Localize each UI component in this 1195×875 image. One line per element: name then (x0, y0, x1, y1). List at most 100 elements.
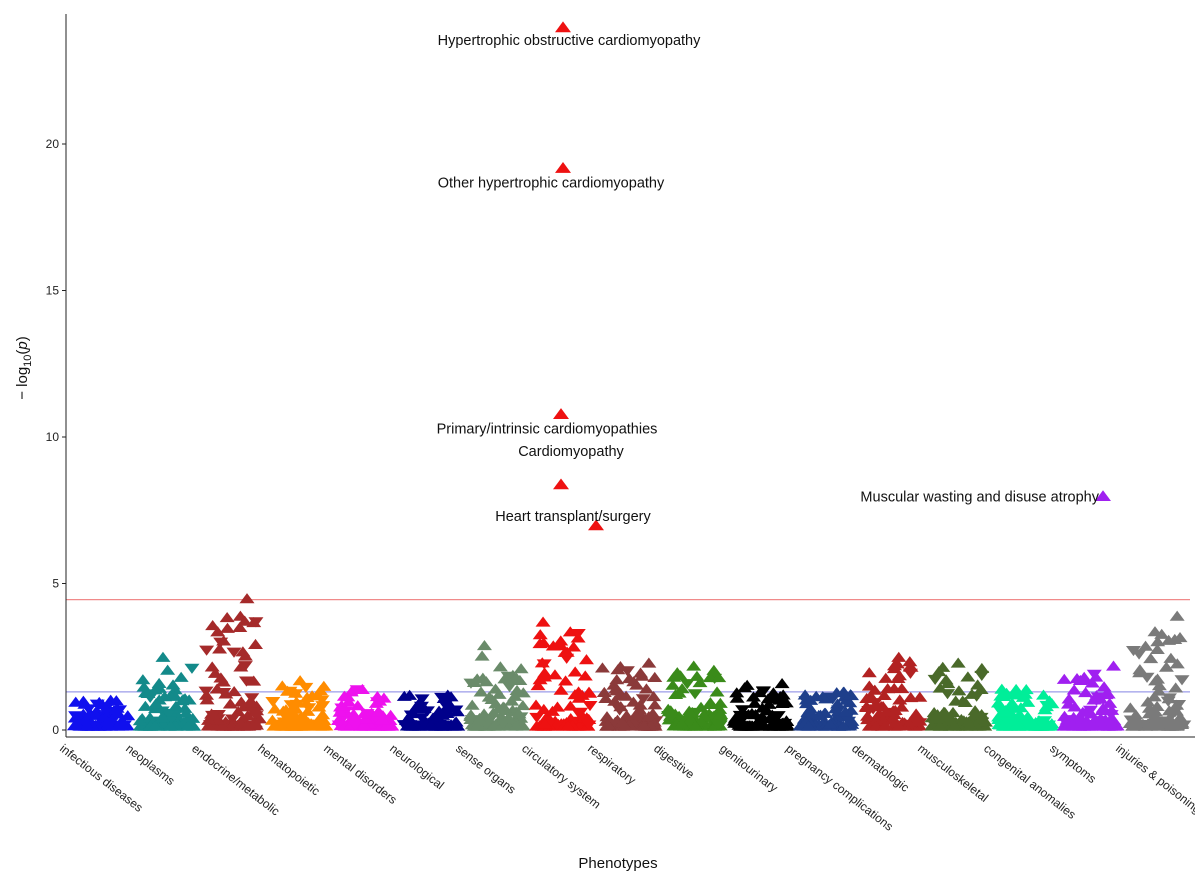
highlighted-point (553, 478, 569, 490)
data-point (244, 697, 260, 708)
data-point (198, 686, 214, 697)
data-point (478, 676, 494, 687)
data-point (1138, 640, 1154, 651)
data-point (140, 687, 156, 698)
data-point (239, 593, 255, 604)
highlighted-point (553, 408, 569, 419)
data-point (484, 693, 500, 704)
data-point (868, 698, 884, 709)
data-point (567, 666, 583, 677)
data-point (1104, 704, 1120, 715)
data-point (1140, 696, 1156, 707)
data-point (969, 691, 985, 702)
data-point (609, 685, 625, 696)
data-points (66, 21, 1192, 731)
highlighted-point (1095, 490, 1111, 501)
x-category-label: hematopoietic (255, 741, 322, 798)
data-point (800, 720, 816, 731)
data-point (1066, 684, 1082, 695)
x-category-label: neurological (387, 741, 447, 792)
data-point (1168, 682, 1184, 693)
data-point (488, 683, 504, 694)
x-category-label: respiratory (585, 741, 638, 787)
data-point (686, 660, 702, 671)
data-point (1060, 720, 1076, 731)
data-point (1060, 698, 1076, 709)
data-point (766, 692, 782, 703)
data-point (283, 700, 299, 711)
data-point (1169, 658, 1185, 669)
data-point (313, 685, 329, 696)
data-point (1172, 711, 1188, 722)
data-point (212, 643, 228, 654)
data-point (216, 635, 232, 646)
data-point (340, 691, 356, 702)
data-point (841, 716, 857, 727)
data-point (213, 672, 229, 683)
data-point (1147, 710, 1163, 721)
data-point (235, 646, 251, 657)
data-point (1146, 691, 1162, 702)
data-point (1148, 706, 1164, 717)
data-point (1008, 720, 1024, 731)
data-point (315, 709, 331, 720)
data-point (563, 713, 579, 724)
data-point (165, 679, 181, 690)
data-point (891, 651, 907, 662)
data-point (581, 720, 597, 731)
data-point (509, 684, 525, 696)
data-point (835, 686, 851, 697)
data-point (348, 712, 364, 723)
data-point (861, 667, 877, 678)
data-point (313, 720, 329, 731)
data-point (200, 720, 216, 731)
data-point (230, 706, 246, 717)
data-point (618, 690, 634, 701)
data-point (432, 714, 448, 725)
data-point (894, 683, 910, 694)
data-point (876, 689, 892, 700)
data-point (578, 654, 594, 665)
axes (65, 14, 1195, 738)
x-category-label: neoplasms (123, 741, 177, 788)
data-point (600, 719, 616, 730)
data-point (201, 714, 217, 725)
data-point (946, 720, 962, 731)
data-point (311, 701, 327, 712)
data-point (797, 689, 813, 700)
data-point (163, 720, 179, 731)
data-point (210, 626, 226, 637)
data-point (100, 716, 116, 727)
data-point (660, 703, 676, 714)
highlighted-point (555, 162, 571, 173)
data-point (205, 619, 221, 631)
data-point (1102, 715, 1118, 726)
point-annotation: Hypertrophic obstructive cardiomyopathy (438, 33, 701, 49)
data-point (334, 700, 350, 711)
data-point (374, 714, 390, 725)
data-point (635, 694, 651, 705)
data-point (177, 693, 193, 704)
data-point (902, 656, 918, 667)
data-point (1084, 718, 1100, 729)
data-point (674, 683, 690, 694)
data-point (67, 712, 83, 723)
data-point (110, 708, 126, 719)
data-point (354, 683, 370, 695)
data-point (951, 685, 967, 696)
data-point (822, 718, 838, 729)
data-point (219, 622, 235, 633)
point-annotation: Cardiomyopathy (518, 444, 624, 460)
data-point (844, 718, 860, 729)
data-point (233, 661, 249, 672)
data-point (356, 719, 372, 730)
data-point (1150, 636, 1166, 647)
data-point (532, 629, 548, 640)
data-point (612, 660, 628, 672)
data-point (435, 720, 451, 731)
data-point (1061, 693, 1077, 704)
data-point (1143, 652, 1159, 664)
data-point (582, 700, 598, 712)
data-point (529, 712, 545, 723)
